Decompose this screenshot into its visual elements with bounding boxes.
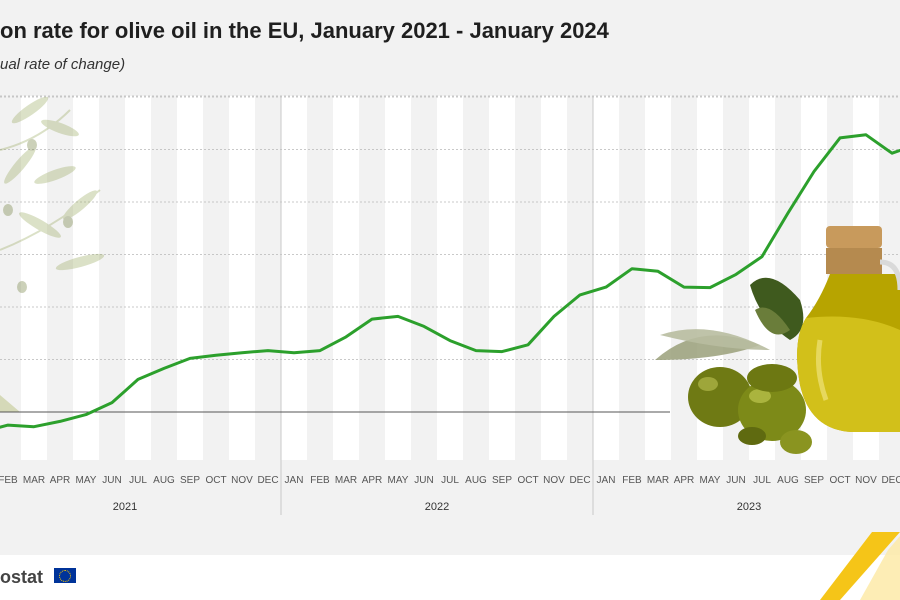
corner-accent-icon bbox=[820, 532, 900, 600]
chart-title: on rate for olive oil in the EU, January… bbox=[0, 18, 609, 43]
x-tick-label: FEB bbox=[622, 475, 642, 486]
column-band bbox=[385, 96, 411, 460]
eurostat-logo: ostat bbox=[0, 567, 44, 587]
column-band bbox=[437, 96, 463, 460]
x-tick-label: OCT bbox=[205, 475, 226, 486]
column-band bbox=[593, 96, 619, 460]
column-band bbox=[21, 96, 47, 460]
footer: ostat bbox=[0, 555, 900, 600]
column-band bbox=[333, 96, 359, 460]
x-tick-label: DEC bbox=[569, 475, 590, 486]
year-labels: 2021 2022 2023 bbox=[113, 501, 761, 513]
column-band bbox=[73, 96, 99, 460]
line-chart: FEB MAR APR MAY JUN JUL AUG SEP OCT NOV DEC JAN FEB M… bbox=[0, 95, 900, 515]
x-tick-label: FEB bbox=[0, 475, 18, 486]
column-band bbox=[281, 96, 307, 460]
column-band bbox=[125, 96, 151, 460]
year-label: 2021 bbox=[113, 501, 137, 513]
x-tick-label: SEP bbox=[180, 475, 200, 486]
series-line bbox=[0, 133, 900, 429]
x-tick-label: DEC bbox=[881, 475, 900, 486]
x-tick-label: AUG bbox=[153, 475, 175, 486]
x-tick-label: NOV bbox=[231, 475, 253, 486]
column-bands bbox=[21, 96, 879, 460]
year-label: 2023 bbox=[737, 501, 761, 513]
x-tick-label: JUN bbox=[726, 475, 745, 486]
x-tick-label: JUN bbox=[102, 475, 121, 486]
chart-subtitle: ual rate of change) bbox=[0, 56, 126, 73]
x-tick-label: JUL bbox=[441, 475, 459, 486]
x-tick-label: APR bbox=[50, 475, 71, 486]
column-band bbox=[541, 96, 567, 460]
x-tick-label: JAN bbox=[597, 475, 616, 486]
x-tick-label: AUG bbox=[465, 475, 487, 486]
x-tick-label: MAY bbox=[700, 475, 721, 486]
x-tick-label: NOV bbox=[855, 475, 877, 486]
x-tick-label: MAR bbox=[23, 475, 45, 486]
x-tick-label: JAN bbox=[285, 475, 304, 486]
x-tick-label: JUN bbox=[414, 475, 433, 486]
olive-oil-bottle-icon bbox=[655, 226, 900, 454]
x-tick-label: APR bbox=[674, 475, 695, 486]
x-tick-label: MAY bbox=[76, 475, 97, 486]
x-tick-label: NOV bbox=[543, 475, 565, 486]
x-tick-label: MAY bbox=[388, 475, 409, 486]
x-tick-label: MAR bbox=[647, 475, 669, 486]
x-tick-label: APR bbox=[362, 475, 383, 486]
x-tick-label: FEB bbox=[310, 475, 330, 486]
x-tick-label: SEP bbox=[492, 475, 512, 486]
x-tick-label: JUL bbox=[753, 475, 771, 486]
olive-branch-icon bbox=[0, 96, 105, 293]
x-tick-label: MAR bbox=[335, 475, 357, 486]
year-label: 2022 bbox=[425, 501, 449, 513]
x-tick-label: OCT bbox=[517, 475, 538, 486]
column-band bbox=[229, 96, 255, 460]
x-tick-label: OCT bbox=[829, 475, 850, 486]
x-axis-ticks: FEB MAR APR MAY JUN JUL AUG SEP OCT NOV DEC JAN FEB M… bbox=[0, 475, 900, 486]
eu-flag-icon bbox=[54, 568, 76, 583]
x-tick-label: DEC bbox=[257, 475, 278, 486]
column-band bbox=[489, 96, 515, 460]
x-tick-label: AUG bbox=[777, 475, 799, 486]
x-tick-label: SEP bbox=[804, 475, 824, 486]
column-band bbox=[177, 96, 203, 460]
x-tick-label: JUL bbox=[129, 475, 147, 486]
gridlines bbox=[0, 95, 900, 515]
